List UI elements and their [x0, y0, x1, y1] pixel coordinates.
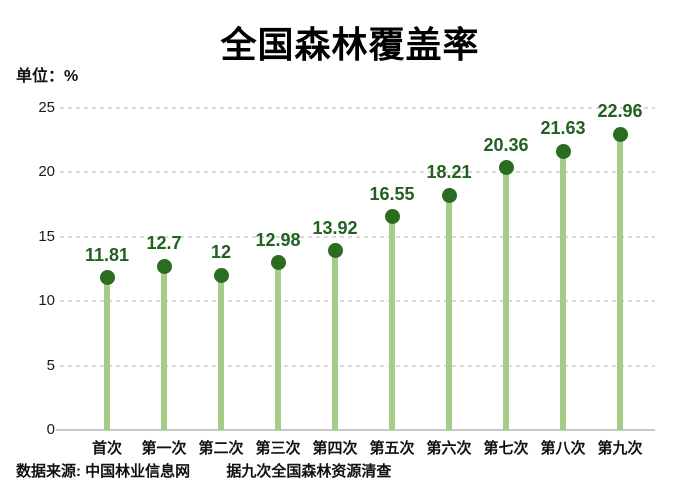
category-label: 第三次	[255, 440, 301, 457]
value-label: 12	[210, 242, 232, 263]
value-label: 16.55	[369, 183, 415, 204]
value-label: 13.92	[312, 217, 358, 238]
data-source-label: 数据来源:	[16, 463, 81, 480]
value-label: 22.96	[597, 101, 643, 122]
lollipop-dot	[612, 126, 628, 142]
lollipop-stem	[446, 195, 452, 430]
y-tick-label: 0	[46, 421, 55, 438]
value-label: 11.81	[84, 244, 130, 265]
gridline	[60, 235, 655, 238]
y-tick-label: 15	[38, 227, 55, 245]
gridline	[60, 107, 655, 109]
category-label: 首次	[91, 440, 122, 457]
lollipop-stem	[104, 277, 110, 430]
lollipop-dot	[441, 187, 457, 203]
category-label: 第一次	[141, 440, 187, 457]
y-tick-label: 20	[38, 163, 55, 181]
value-label: 12.98	[255, 229, 301, 250]
category-label: 第六次	[426, 440, 472, 457]
gridline	[60, 171, 655, 174]
plot-area: 0 5 10 15 20 25 11.81 首次 12.7 第一次 12 第二次 12.98 第三次 13.…	[38, 100, 655, 457]
unit-label: 单位：%	[16, 68, 79, 85]
y-tick-label: 5	[46, 356, 55, 374]
lollipop-stem	[560, 151, 566, 430]
footer-note: 据九次全国森林资源清查	[226, 463, 392, 480]
gridline	[60, 364, 655, 367]
value-label: 18.21	[426, 162, 472, 183]
lollipop-dot	[555, 143, 571, 159]
y-tick-label: 25	[38, 99, 55, 116]
lollipop-stem	[389, 216, 395, 430]
lollipop-dot	[384, 209, 400, 225]
category-label: 第八次	[540, 440, 586, 457]
value-label: 20.36	[483, 134, 529, 155]
category-label: 第九次	[597, 440, 643, 457]
lollipop-stem	[503, 167, 509, 430]
gridline	[60, 300, 655, 303]
lollipop-stem	[617, 134, 623, 430]
category-label: 第五次	[369, 440, 415, 457]
category-label: 第四次	[312, 440, 358, 457]
x-axis-line	[56, 429, 655, 431]
value-label: 12.7	[146, 233, 182, 254]
lollipop-stem	[218, 275, 224, 430]
category-label: 第七次	[483, 440, 529, 457]
footer: 数据来源: 中国林业信息网 据九次全国森林资源清查	[16, 460, 391, 481]
lollipop-dot	[213, 267, 229, 283]
lollipop-stem	[161, 266, 167, 430]
lollipop-dot	[327, 243, 343, 259]
lollipop-dot	[156, 258, 172, 274]
category-label: 第二次	[198, 440, 244, 457]
lollipop-stem	[332, 250, 338, 430]
value-label: 21.63	[540, 118, 586, 139]
y-tick-label: 10	[38, 292, 55, 310]
chart-title: 全国森林覆盖率	[220, 24, 480, 65]
lollipop-dot	[270, 255, 286, 271]
lollipop-dot	[99, 270, 115, 286]
data-source-value: 中国林业信息网	[85, 463, 191, 480]
lollipop-dot	[498, 160, 514, 176]
lollipop-stem	[275, 262, 281, 430]
